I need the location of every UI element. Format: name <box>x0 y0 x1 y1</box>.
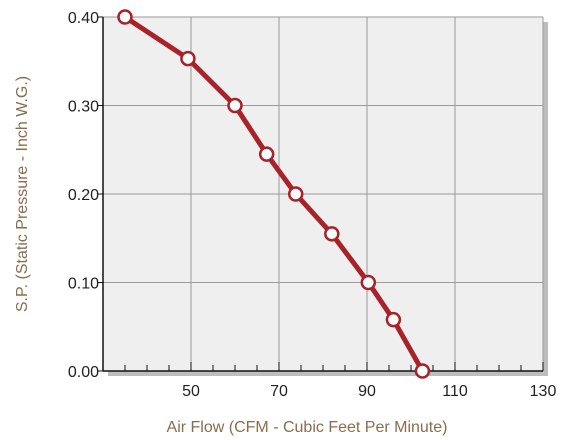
y-tick-label: 0.20 <box>68 187 99 204</box>
x-tick-label: 70 <box>270 383 288 400</box>
y-tick-label: 0.30 <box>68 99 99 116</box>
data-point <box>258 146 275 162</box>
data-point <box>227 97 243 114</box>
minor-ticks <box>97 16 544 372</box>
data-points <box>117 9 431 379</box>
y-tick-label: 0.00 <box>68 364 99 381</box>
y-axis-label: S.P. (Static Pressure - Inch W.G.) <box>14 76 31 312</box>
data-point <box>117 9 133 25</box>
y-tick-labels: 0.00 0.10 0.20 0.30 0.40 <box>68 10 99 381</box>
y-tick-label: 0.40 <box>68 10 99 27</box>
data-point <box>360 274 377 291</box>
x-axis-label: Air Flow (CFM - Cubic Feet Per Minute) <box>167 419 448 436</box>
x-tick-labels: 50 70 90 110 130 <box>182 383 556 400</box>
data-point <box>180 50 196 67</box>
y-tick-label: 0.10 <box>68 276 99 293</box>
x-tick-label: 110 <box>442 383 468 400</box>
x-tick-label: 90 <box>358 383 376 400</box>
data-point <box>414 363 431 379</box>
data-point <box>324 226 340 242</box>
data-point <box>385 311 402 328</box>
data-point <box>287 186 304 202</box>
x-tick-label: 50 <box>182 383 200 400</box>
grid <box>103 16 544 371</box>
x-tick-label: 130 <box>530 383 557 400</box>
